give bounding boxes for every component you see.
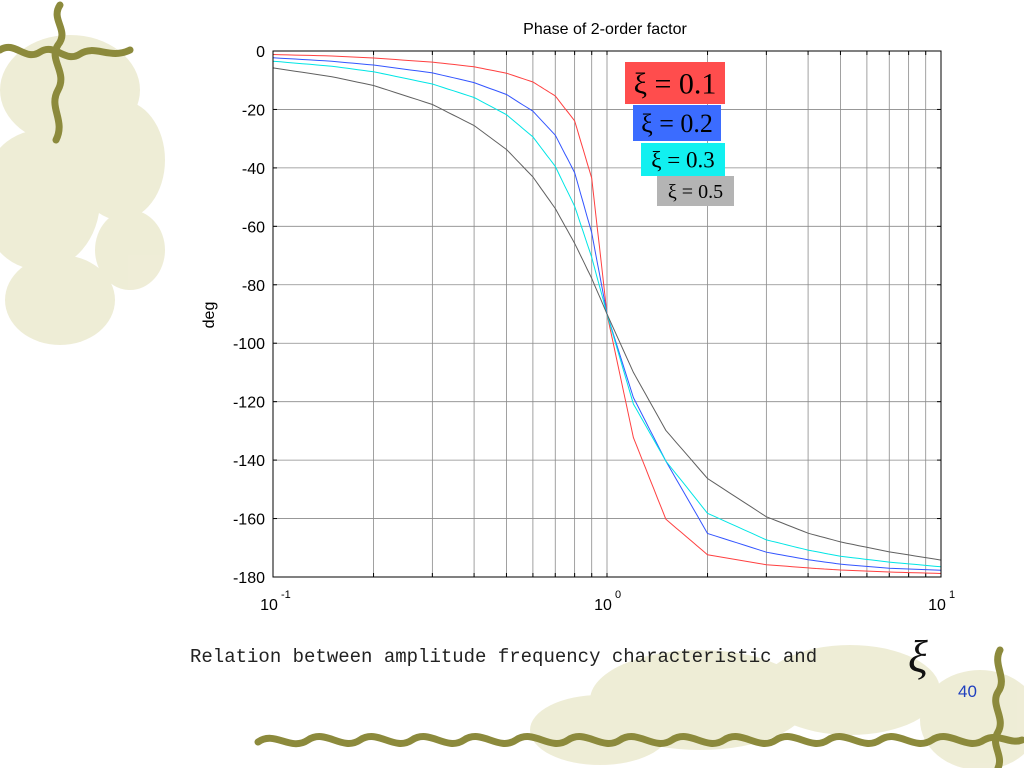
series-line: [272, 67, 942, 561]
x-tick-label-exponent: -1: [281, 589, 291, 601]
y-tick-labels: 0 -20 -40 -60 -80 -100 -120 -140 -160 -180: [233, 44, 265, 587]
legend-label: ξ = 0.2: [641, 109, 713, 138]
x-tick-label: 10: [594, 597, 612, 614]
vine-bottom: [254, 646, 1024, 768]
grid-lines: [273, 51, 941, 577]
y-tick-label: 0: [256, 44, 265, 61]
y-tick-label: -140: [233, 453, 265, 470]
y-tick-label: -120: [233, 395, 265, 412]
legend-label: ξ = 0.1: [634, 68, 717, 101]
caption: Relation between amplitude frequency cha…: [190, 646, 818, 668]
x-tick-label: 10: [928, 597, 946, 614]
legend-box: [625, 62, 725, 104]
y-tick-label: -60: [242, 219, 265, 236]
page-number: 40: [958, 682, 977, 701]
leaf-pattern-left: [0, 35, 165, 345]
y-tick-label: -160: [233, 512, 265, 529]
series-lines: [272, 54, 942, 574]
series-line: [272, 57, 942, 571]
legend-box: [657, 176, 734, 206]
legend-label: ξ = 0.5: [668, 181, 723, 203]
legend-box: [641, 143, 725, 176]
caption-xi-symbol: ξ: [908, 631, 928, 682]
chart-title: Phase of 2-order factor: [523, 21, 687, 38]
series-line: [272, 60, 942, 568]
y-tick-label: -20: [242, 102, 265, 119]
y-tick-label: -100: [233, 336, 265, 353]
x-tick-label-exponent: 0: [615, 589, 621, 601]
legend: ξ = 0.1 ξ = 0.2 ξ = 0.3 ξ = 0.5: [625, 62, 734, 206]
y-tick-label: -180: [233, 570, 265, 587]
x-tick-label: 10: [260, 597, 278, 614]
series-line: [272, 54, 942, 574]
plot-frame: [272, 50, 942, 578]
x-tick-label-exponent: 1: [949, 589, 955, 601]
vine-left: [0, 1, 134, 144]
legend-box: [633, 105, 721, 141]
y-tick-label: -40: [242, 161, 265, 178]
legend-label: ξ = 0.3: [651, 148, 714, 173]
y-tick-label: -80: [242, 278, 265, 295]
y-axis-label: deg: [201, 302, 218, 329]
